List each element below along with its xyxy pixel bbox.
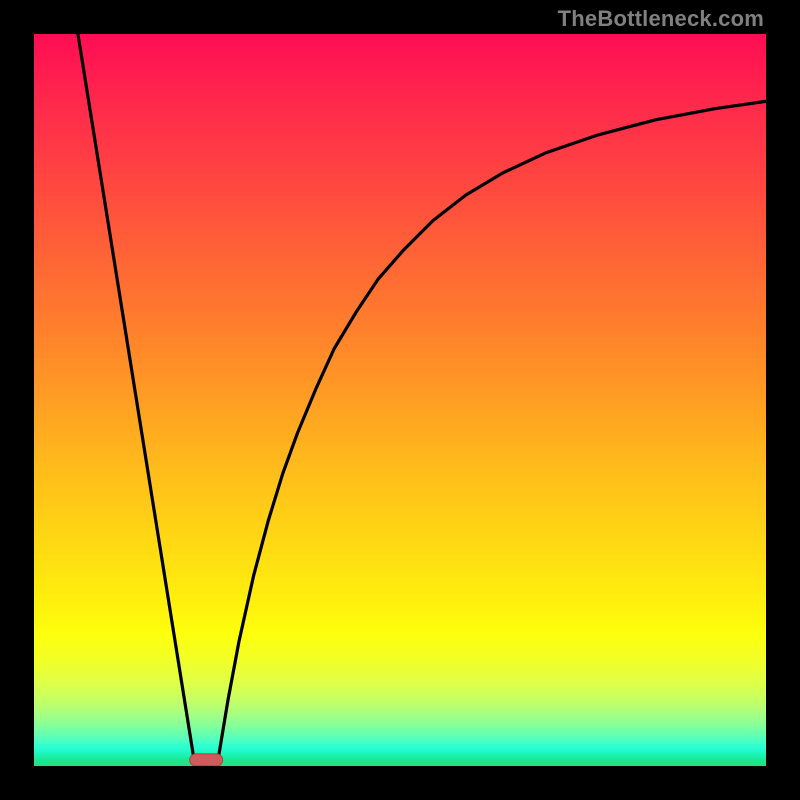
frame-border-right xyxy=(766,0,800,800)
watermark-text: TheBottleneck.com xyxy=(558,6,764,32)
frame-border-left xyxy=(0,0,34,800)
min-marker xyxy=(189,754,223,766)
frame-border-bottom xyxy=(0,766,800,800)
series-right-curve xyxy=(217,101,766,766)
series-left-line xyxy=(78,34,195,766)
plot-area xyxy=(34,34,766,766)
chart-frame xyxy=(0,0,800,800)
curve-layer xyxy=(34,34,766,766)
